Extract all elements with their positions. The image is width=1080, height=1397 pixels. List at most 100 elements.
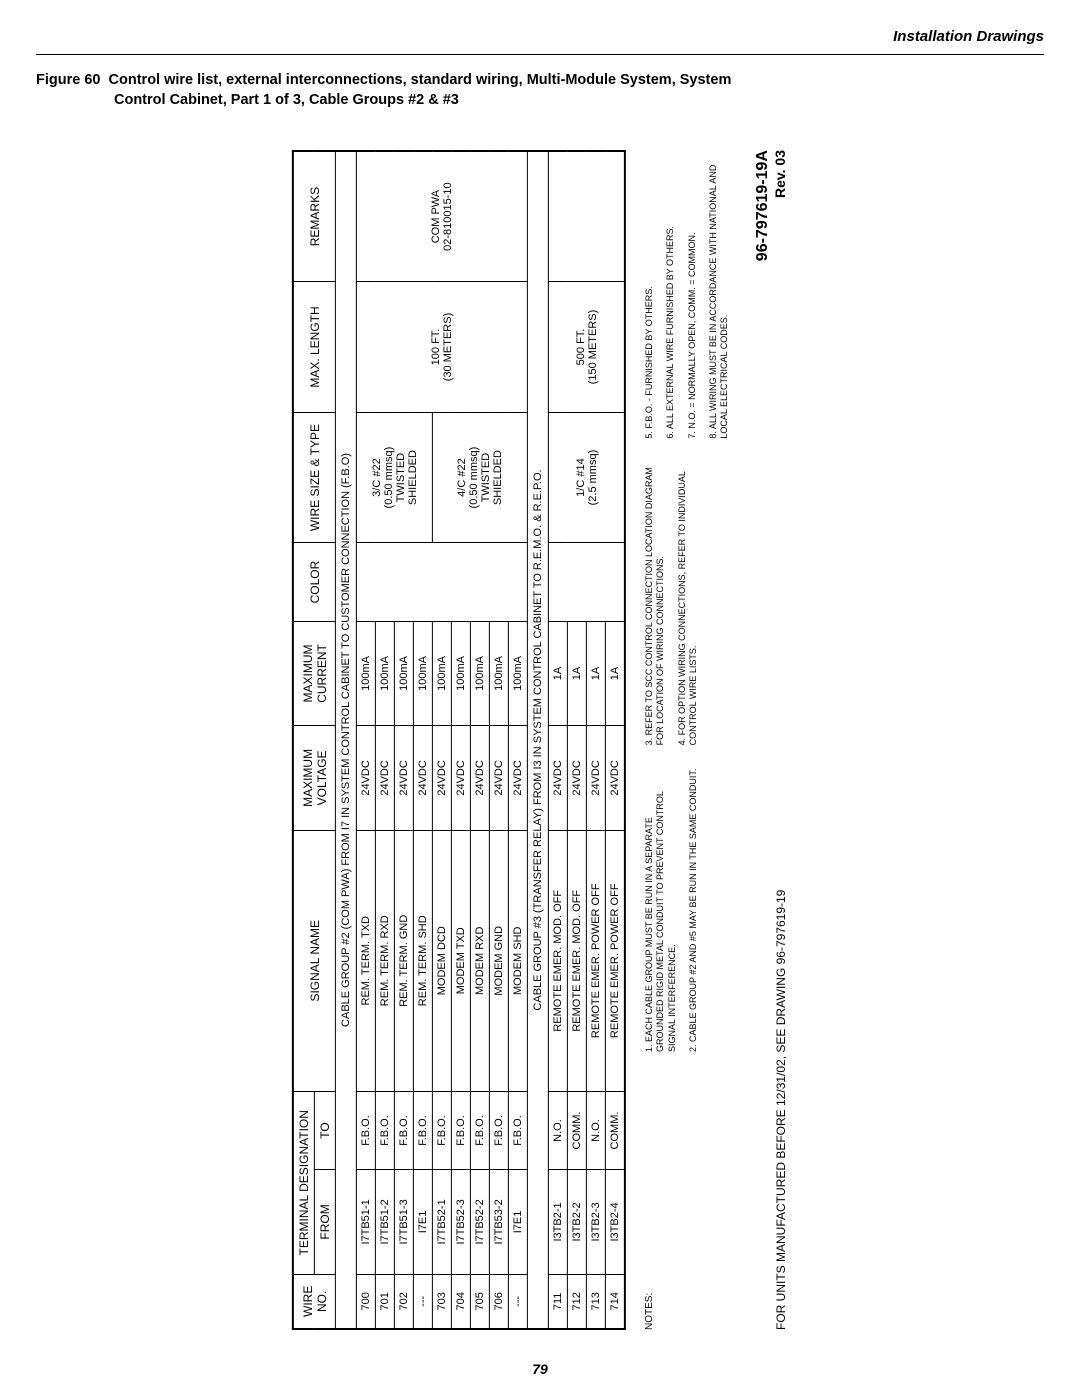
cell: I7E1 [413, 1170, 432, 1274]
cell: 100mA [451, 621, 470, 725]
cell: REM. TERM. GND [394, 830, 413, 1091]
cell: I3TB2-3 [586, 1170, 605, 1274]
cell: 100mA [470, 621, 489, 725]
cell: I7TB51-3 [394, 1170, 413, 1274]
note-1: 1. EACH CABLE GROUP MUST BE RUN IN A SEP… [644, 763, 678, 1052]
cell-rem: COM PWA 02-810015-10 [356, 151, 527, 282]
th-max-curr: MAXIMUM CURRENT [293, 621, 336, 725]
cell-wire3: 1/C #14 (2.5 mmsq) [548, 412, 625, 543]
th-color: COLOR [293, 543, 336, 621]
note-5: 5. F.B.O. - FURNISHED BY OTHERS. [644, 150, 655, 439]
cell: 100mA [489, 621, 508, 725]
cell-len: 100 FT. (30 METERS) [356, 282, 527, 413]
cell: REMOTE EMER. MOD. OFF [567, 830, 586, 1091]
group3-header: CABLE GROUP #3 (TRANSFER RELAY) FROM I3 … [527, 151, 548, 1329]
cell: 703 [432, 1274, 451, 1329]
cell: 100mA [356, 621, 375, 725]
header-rule [36, 54, 1044, 55]
cell: 100mA [394, 621, 413, 725]
cell: I7TB51-2 [375, 1170, 394, 1274]
figure-title: Figure 60 Control wire list, external in… [36, 70, 1044, 111]
cell: 24VDC [470, 726, 489, 830]
notes-label: NOTES: [644, 1070, 657, 1330]
cell-len3: 500 FT. (150 METERS) [548, 282, 625, 413]
rotated-content: WIRE NO. TERMINAL DESIGNATION SIGNAL NAM… [292, 150, 788, 1330]
cell: MODEM DCD [432, 830, 451, 1091]
cell: F.B.O. [489, 1091, 508, 1169]
cell: 701 [375, 1274, 394, 1329]
cell: 24VDC [605, 726, 625, 830]
cell: 714 [605, 1274, 625, 1329]
cell: I7TB53-2 [489, 1170, 508, 1274]
note-2: 2. CABLE GROUP #2 AND #5 MAY BE RUN IN T… [688, 763, 699, 1052]
figure-title-line1: Control wire list, external interconnect… [109, 72, 732, 88]
figure-title-line2: Control Cabinet, Part 1 of 3, Cable Grou… [114, 92, 459, 108]
cell: 1A [548, 621, 567, 725]
cell: MODEM TXD [451, 830, 470, 1091]
th-wire-size: WIRE SIZE & TYPE [293, 412, 336, 543]
cell: 702 [394, 1274, 413, 1329]
note-4: 4. FOR OPTION WIRING CONNECTIONS, REFER … [676, 457, 699, 746]
cell: 713 [586, 1274, 605, 1329]
th-remarks: REMARKS [293, 151, 336, 282]
cell: 100mA [432, 621, 451, 725]
cell: I7E1 [508, 1170, 527, 1274]
wire-list-table: WIRE NO. TERMINAL DESIGNATION SIGNAL NAM… [292, 150, 626, 1330]
cell: REM. TERM. SHD [413, 830, 432, 1091]
cell: 706 [489, 1274, 508, 1329]
cell: I7TB52-1 [432, 1170, 451, 1274]
note-8: 8. ALL WIRING MUST BE IN ACCORDANCE WITH… [708, 150, 731, 439]
cell: MODEM SHD [508, 830, 527, 1091]
cell: 24VDC [548, 726, 567, 830]
cell: 711 [548, 1274, 567, 1329]
cell: 24VDC [356, 726, 375, 830]
th-to: TO [314, 1091, 335, 1169]
table-row: 711 I3TB2-1 N.O. REMOTE EMER. MOD. OFF 2… [548, 151, 567, 1329]
cell: REM. TERM. TXD [356, 830, 375, 1091]
th-max-volt: MAXIMUM VOLTAGE [293, 726, 336, 830]
note-3: 3. REFER TO SCC CONTROL CONNECTION LOCAT… [644, 457, 667, 746]
note-7: 7. N.O. = NORMALLY OPEN, COMM. = COMMON. [686, 150, 697, 439]
cell: --- [413, 1274, 432, 1329]
th-term-desig: TERMINAL DESIGNATION [293, 1091, 315, 1274]
cell: --- [508, 1274, 527, 1329]
cell: F.B.O. [508, 1091, 527, 1169]
cell-color-blank [548, 543, 625, 621]
cell-color-blank [356, 543, 527, 621]
cell: 24VDC [394, 726, 413, 830]
cell: 100mA [413, 621, 432, 725]
cell: F.B.O. [356, 1091, 375, 1169]
cell: F.B.O. [451, 1091, 470, 1169]
cell: 704 [451, 1274, 470, 1329]
cell: 1A [586, 621, 605, 725]
cell: I7TB51-1 [356, 1170, 375, 1274]
revision: Rev. 03 [772, 150, 788, 261]
cell: N.O. [586, 1091, 605, 1169]
page-number: 79 [532, 1361, 548, 1377]
cell: I7TB52-2 [470, 1170, 489, 1274]
manufactured-note: FOR UNITS MANUFACTURED BEFORE 12/31/02, … [774, 890, 788, 1330]
cell: F.B.O. [413, 1091, 432, 1169]
cell: 700 [356, 1274, 375, 1329]
note-6: 6. ALL EXTERNAL WIRE FURNISHED BY OTHERS… [665, 150, 676, 439]
cell: REMOTE EMER. MOD. OFF [548, 830, 567, 1091]
cell: 100mA [375, 621, 394, 725]
cell: I3TB2-1 [548, 1170, 567, 1274]
cell: 24VDC [432, 726, 451, 830]
cell: N.O. [548, 1091, 567, 1169]
page-header: Installation Drawings [893, 28, 1044, 45]
group2-header: CABLE GROUP #2 (COM PWA) FROM I7 IN SYST… [335, 151, 356, 1329]
cell: 24VDC [489, 726, 508, 830]
th-signal: SIGNAL NAME [293, 830, 336, 1091]
th-wire-no: WIRE NO. [293, 1274, 336, 1329]
cell: 1A [567, 621, 586, 725]
notes-block: NOTES: 1. EACH CABLE GROUP MUST BE RUN I… [644, 150, 740, 1330]
cell: REM. TERM. RXD [375, 830, 394, 1091]
drawing-number-block: 96-797619-19A Rev. 03 [754, 150, 788, 261]
cell-rem-blank [548, 151, 625, 282]
cell: REMOTE EMER. POWER OFF [605, 830, 625, 1091]
drawing-number: 96-797619-19A [754, 150, 772, 261]
cell: 24VDC [375, 726, 394, 830]
cell: F.B.O. [432, 1091, 451, 1169]
cell: F.B.O. [375, 1091, 394, 1169]
